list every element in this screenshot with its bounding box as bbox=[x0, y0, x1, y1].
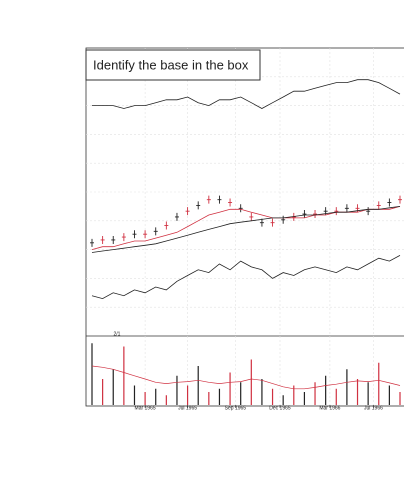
x-tick-label: Jul 1965 bbox=[178, 405, 197, 411]
volume-bar bbox=[197, 366, 199, 405]
price-bar bbox=[270, 218, 275, 227]
volume-bar bbox=[346, 369, 348, 405]
volume-bar bbox=[388, 385, 390, 405]
price-bar bbox=[398, 195, 402, 204]
volume-bar bbox=[378, 362, 380, 405]
price-bar bbox=[164, 221, 169, 230]
price-bar bbox=[132, 230, 137, 239]
volume-bar bbox=[112, 369, 114, 405]
volume-bar bbox=[271, 388, 274, 405]
volume-bar bbox=[367, 382, 369, 405]
price-bar bbox=[259, 218, 264, 227]
price-bar bbox=[111, 235, 116, 244]
volume-bar bbox=[293, 385, 295, 405]
series-line bbox=[91, 206, 401, 250]
price-bar bbox=[228, 198, 233, 207]
x-tick-label: Dec 1965 bbox=[269, 405, 291, 411]
price-bar bbox=[302, 210, 307, 219]
price-bar bbox=[196, 201, 201, 210]
price-bar bbox=[366, 207, 371, 216]
volume-bar bbox=[165, 395, 167, 405]
volume-bar bbox=[282, 395, 284, 405]
chart-title: Identify the base in the box bbox=[93, 57, 249, 72]
price-bar bbox=[376, 201, 381, 210]
volume-bar bbox=[325, 375, 327, 405]
volume-bar bbox=[102, 379, 104, 405]
price-bar bbox=[281, 215, 286, 224]
volume-bar bbox=[399, 392, 401, 405]
series-line bbox=[91, 206, 401, 253]
price-bar bbox=[185, 207, 190, 216]
annotation: 2/1 bbox=[114, 331, 121, 337]
price-bar bbox=[206, 195, 211, 204]
x-tick-label: Jul 1966 bbox=[364, 405, 383, 411]
volume-bar bbox=[250, 359, 252, 405]
price-bar bbox=[249, 212, 254, 221]
price-bar bbox=[313, 210, 318, 219]
price-bar bbox=[344, 204, 349, 213]
volume-bar bbox=[240, 382, 242, 405]
volume-bar bbox=[176, 375, 178, 405]
volume-bar bbox=[314, 382, 316, 405]
volume-bar bbox=[123, 346, 125, 405]
volume-bar bbox=[229, 372, 231, 405]
volume-bar bbox=[155, 388, 157, 405]
title-box bbox=[85, 49, 261, 81]
volume-bar bbox=[261, 379, 263, 405]
price-bar bbox=[153, 227, 158, 236]
x-tick-label: Mar 1966 bbox=[319, 405, 340, 411]
x-tick-label: Sep 1965 bbox=[225, 405, 247, 411]
price-bar bbox=[238, 204, 243, 213]
price-bar bbox=[121, 233, 126, 242]
x-tick-label: Mar 1965 bbox=[135, 405, 156, 411]
volume-average bbox=[91, 365, 401, 390]
price-bar bbox=[143, 230, 148, 239]
volume-bar bbox=[335, 388, 337, 405]
price-bar bbox=[100, 235, 105, 244]
series-line bbox=[92, 79, 401, 109]
volume-bar bbox=[208, 392, 210, 405]
volume-bar bbox=[356, 379, 359, 405]
volume-bar bbox=[186, 385, 189, 405]
frame bbox=[85, 47, 404, 407]
volume-bar bbox=[218, 388, 221, 405]
price-bar bbox=[217, 195, 222, 204]
series-line bbox=[91, 255, 401, 300]
price-bar bbox=[334, 207, 339, 216]
volume-bar bbox=[144, 392, 146, 405]
price-bar bbox=[90, 238, 94, 247]
volume-bar bbox=[133, 385, 136, 405]
volume-bar bbox=[91, 343, 93, 405]
price-bar bbox=[174, 212, 179, 221]
price-bar bbox=[387, 198, 392, 207]
volume-bar bbox=[303, 392, 306, 405]
